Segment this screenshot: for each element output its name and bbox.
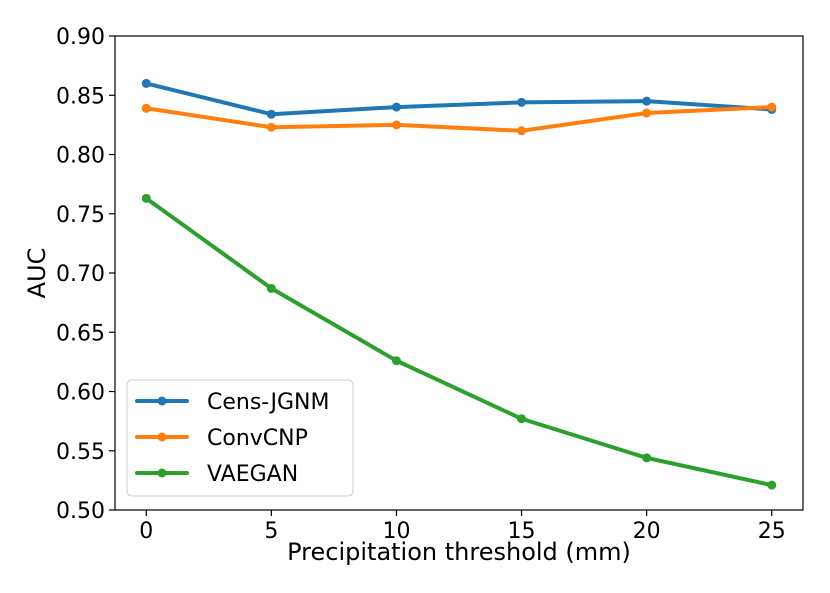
x-tick-label: 0 bbox=[139, 519, 153, 544]
series-line-1 bbox=[144, 105, 774, 133]
data-point bbox=[642, 96, 652, 106]
y-tick-label: 0.65 bbox=[56, 321, 105, 346]
data-point bbox=[141, 78, 151, 88]
data-point bbox=[767, 102, 777, 112]
y-axis: 0.50 0.55 0.60 0.65 0.70 0.75 0.80 0.85 0.90 bbox=[56, 25, 115, 524]
legend: Cens-JGNM ConvCNP VAEGAN bbox=[126, 379, 354, 497]
legend-marker bbox=[157, 432, 167, 442]
legend-box bbox=[126, 379, 354, 497]
series-layer bbox=[141, 78, 777, 490]
series-line-2 bbox=[144, 196, 774, 488]
series-line-0 bbox=[144, 81, 774, 117]
data-point bbox=[391, 102, 401, 112]
legend-label: Cens-JGNM bbox=[207, 390, 329, 415]
data-point bbox=[642, 108, 652, 118]
y-tick-label: 0.60 bbox=[56, 381, 105, 406]
x-axis-label: Precipitation threshold (mm) bbox=[287, 538, 631, 566]
data-point bbox=[266, 109, 276, 119]
data-point bbox=[517, 97, 527, 107]
y-tick-label: 0.80 bbox=[56, 144, 105, 169]
data-point bbox=[517, 414, 527, 424]
x-tick-label: 20 bbox=[633, 519, 661, 544]
x-tick-label: 10 bbox=[382, 519, 410, 544]
y-tick-label: 0.75 bbox=[56, 203, 105, 228]
y-tick-label: 0.85 bbox=[56, 84, 105, 109]
legend-label: ConvCNP bbox=[207, 426, 308, 451]
x-tick-label: 25 bbox=[758, 519, 786, 544]
data-point bbox=[642, 453, 652, 463]
data-point bbox=[141, 193, 151, 203]
data-point bbox=[391, 356, 401, 366]
data-point bbox=[266, 283, 276, 293]
data-point bbox=[391, 120, 401, 130]
x-axis: 0 5 10 15 20 25 bbox=[139, 510, 786, 544]
y-tick-label: 0.50 bbox=[56, 499, 105, 524]
data-point bbox=[517, 126, 527, 136]
y-tick-label: 0.55 bbox=[56, 440, 105, 465]
legend-label: VAEGAN bbox=[207, 462, 298, 487]
x-tick-label: 15 bbox=[508, 519, 536, 544]
data-point bbox=[767, 480, 777, 490]
legend-marker bbox=[157, 396, 167, 406]
legend-marker bbox=[157, 468, 167, 478]
y-axis-label: AUC bbox=[23, 248, 51, 299]
data-point bbox=[141, 103, 151, 113]
y-tick-label: 0.90 bbox=[56, 25, 105, 50]
data-point bbox=[266, 122, 276, 132]
y-tick-label: 0.70 bbox=[56, 262, 105, 287]
x-tick-label: 5 bbox=[264, 519, 278, 544]
